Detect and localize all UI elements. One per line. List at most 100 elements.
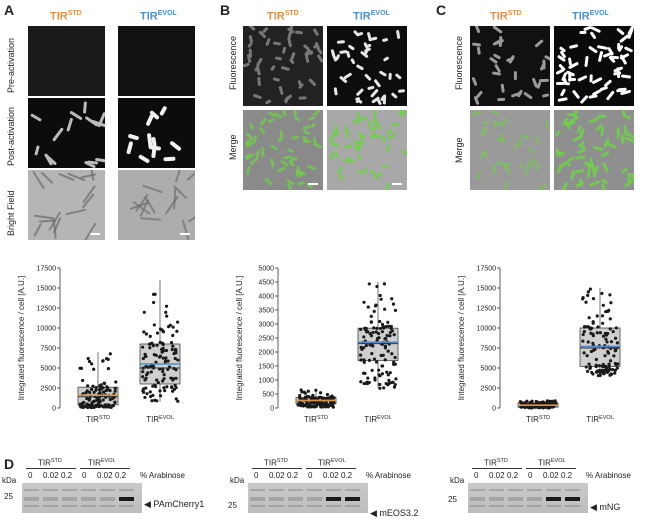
cell-shape <box>570 171 576 181</box>
cell-shape <box>151 136 158 148</box>
data-point <box>382 282 387 286</box>
data-point <box>609 301 613 305</box>
band <box>326 497 341 501</box>
group-label-evol: TIREVOL <box>538 458 566 468</box>
data-point <box>359 327 363 331</box>
cell-shape <box>576 75 588 83</box>
data-point <box>586 290 590 294</box>
data-point <box>158 394 163 398</box>
data-point <box>161 330 166 334</box>
cell-shape <box>523 91 534 100</box>
data-point <box>101 359 105 363</box>
cell-shape <box>503 180 510 190</box>
data-point <box>589 331 593 335</box>
data-point <box>362 381 366 386</box>
data-point <box>370 351 374 356</box>
cell-shape <box>379 70 387 77</box>
cell-shape <box>610 55 620 59</box>
data-point <box>606 309 610 314</box>
data-point <box>300 402 304 406</box>
panel-b-col-evol: TIREVOL <box>353 10 390 23</box>
cell-shape <box>243 62 251 68</box>
data-point <box>142 330 146 334</box>
cell-shape <box>626 172 631 183</box>
cell-shape <box>336 40 345 45</box>
cell-shape <box>348 44 356 51</box>
data-point <box>97 397 101 402</box>
data-point <box>166 359 170 363</box>
data-point <box>385 334 389 338</box>
band <box>288 489 303 491</box>
cell-shape <box>576 147 586 155</box>
band <box>546 505 561 507</box>
cell-shape <box>489 110 501 116</box>
y-axis-label: Integrated fluorescence / cell [A.U.] <box>235 276 244 401</box>
data-point <box>146 371 150 375</box>
label-base: TIR <box>318 458 331 468</box>
data-point <box>588 366 592 370</box>
data-point <box>174 376 178 380</box>
band <box>345 497 360 501</box>
cell-shape <box>518 162 525 170</box>
scale-bar <box>90 233 100 235</box>
data-point <box>164 348 169 353</box>
data-point <box>173 356 177 361</box>
data-point <box>141 345 145 349</box>
y-tick-label: 12500 <box>477 306 497 313</box>
band <box>307 505 322 507</box>
y-tick-label: 5000 <box>480 366 496 373</box>
band <box>43 505 58 507</box>
cell-shape <box>554 130 562 138</box>
data-point <box>90 362 94 366</box>
data-point <box>582 330 586 334</box>
y-tick-label: 2500 <box>40 386 56 393</box>
band <box>345 489 360 491</box>
lane-label: 0.02 <box>323 471 339 480</box>
cell-shape <box>366 120 372 128</box>
cell-shape <box>596 45 608 51</box>
western-blot-1: kDa TIRSTD TIREVOL% Arabinose 0 0.02 0.2 0 0.02… <box>2 456 220 514</box>
cell-shape <box>181 219 190 240</box>
band <box>508 505 523 507</box>
data-point <box>388 330 392 335</box>
cell-shape <box>288 159 296 168</box>
data-point <box>367 282 371 286</box>
data-point <box>367 358 372 362</box>
lane-label: 0.2 <box>287 471 299 480</box>
data-point <box>359 380 363 384</box>
scale-bar <box>180 233 190 235</box>
cell-shape <box>297 79 302 87</box>
data-point <box>601 371 605 375</box>
data-point <box>594 363 598 367</box>
data-point <box>100 386 104 390</box>
data-point <box>161 341 165 345</box>
data-point <box>158 340 162 345</box>
micrograph-a-post-std <box>28 98 105 168</box>
y-tick-label: 2000 <box>258 350 274 357</box>
cell-shape <box>599 127 605 137</box>
cell-shape <box>253 94 263 100</box>
cell-shape <box>513 70 517 80</box>
panel-b-letter: B <box>220 2 231 18</box>
band <box>307 497 322 501</box>
cell-shape <box>561 181 569 190</box>
cell-shape <box>257 125 266 135</box>
cell-shape <box>541 93 549 98</box>
band <box>527 505 542 507</box>
data-point <box>390 297 394 301</box>
group-bracket <box>472 468 522 469</box>
band <box>81 497 96 501</box>
data-point <box>581 332 585 337</box>
data-point <box>535 401 539 405</box>
y-tick-label: 15000 <box>37 286 57 293</box>
cell-shape <box>388 72 392 80</box>
data-point <box>553 399 557 403</box>
data-point <box>372 309 376 313</box>
data-point <box>141 356 145 361</box>
lane-label: 0 <box>82 471 87 480</box>
panel-a-row-post: Post-activation <box>6 106 16 166</box>
data-point <box>163 359 168 363</box>
cell-shape <box>272 40 281 45</box>
data-point <box>94 385 98 390</box>
data-point <box>314 388 318 392</box>
